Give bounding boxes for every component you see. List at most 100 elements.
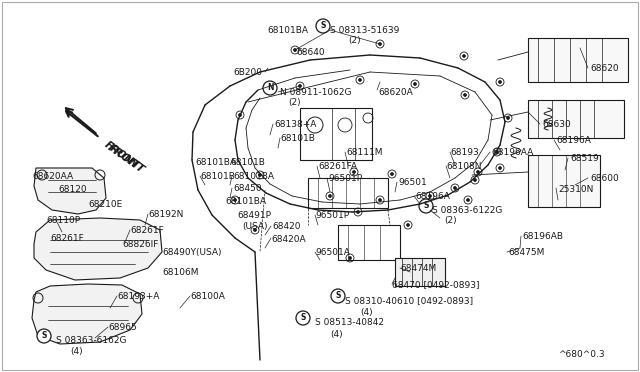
Text: 68193: 68193: [450, 148, 479, 157]
Text: 68196A: 68196A: [556, 136, 591, 145]
Circle shape: [234, 199, 237, 202]
Text: S: S: [320, 22, 326, 31]
Text: 68101BA: 68101BA: [225, 197, 266, 206]
Text: S 08363-6122G: S 08363-6122G: [432, 206, 502, 215]
Text: 68101BA: 68101BA: [195, 158, 236, 167]
Text: 68196AB: 68196AB: [522, 232, 563, 241]
Circle shape: [463, 55, 465, 58]
Text: 68111M: 68111M: [346, 148, 383, 157]
Text: 68490Y(USA): 68490Y(USA): [162, 248, 221, 257]
Circle shape: [263, 81, 277, 95]
Text: (USA): (USA): [242, 222, 268, 231]
Text: 68261FA: 68261FA: [318, 162, 357, 171]
Circle shape: [474, 179, 477, 182]
Circle shape: [358, 78, 362, 81]
Text: 68101B: 68101B: [230, 158, 265, 167]
Circle shape: [419, 199, 433, 213]
Text: 68101B: 68101B: [280, 134, 315, 143]
Circle shape: [349, 257, 351, 260]
Circle shape: [390, 173, 394, 176]
Circle shape: [353, 170, 355, 173]
Text: 68640: 68640: [296, 48, 324, 57]
Bar: [528, 100, 624, 138]
Text: S 08313-51639: S 08313-51639: [330, 26, 399, 35]
Text: 68196A: 68196A: [415, 192, 450, 201]
Text: 68193+A: 68193+A: [117, 292, 159, 301]
Circle shape: [356, 211, 360, 214]
Text: 68101B: 68101B: [200, 172, 235, 181]
Bar: [528, 155, 600, 207]
Text: 68196AA: 68196AA: [492, 148, 533, 157]
Text: 68470 [0492-0893]: 68470 [0492-0893]: [392, 280, 479, 289]
Polygon shape: [34, 168, 106, 214]
Text: 68620AA: 68620AA: [32, 172, 73, 181]
Text: 96501P: 96501P: [315, 211, 349, 220]
Text: 68192N: 68192N: [148, 210, 184, 219]
Text: 68108N: 68108N: [446, 162, 481, 171]
Circle shape: [477, 170, 479, 173]
Text: (2): (2): [348, 36, 360, 45]
Circle shape: [495, 151, 499, 154]
Bar: [308, 178, 388, 208]
Polygon shape: [34, 218, 162, 280]
Text: 68491P: 68491P: [237, 211, 271, 220]
Text: 68420A: 68420A: [271, 235, 306, 244]
Text: 68138+A: 68138+A: [274, 120, 316, 129]
Circle shape: [294, 48, 296, 51]
Text: 96501A: 96501A: [315, 248, 350, 257]
Circle shape: [499, 167, 502, 170]
Text: S: S: [335, 292, 340, 301]
Circle shape: [378, 42, 381, 45]
Text: 68630: 68630: [542, 120, 571, 129]
Bar: [338, 225, 400, 260]
Text: (4): (4): [70, 347, 83, 356]
Text: (4): (4): [330, 330, 342, 339]
Circle shape: [239, 113, 241, 116]
Text: 68261F: 68261F: [130, 226, 164, 235]
Text: 68965: 68965: [108, 323, 137, 332]
Text: S 08513-40842: S 08513-40842: [315, 318, 384, 327]
Text: 25310N: 25310N: [558, 185, 593, 194]
Text: 68519: 68519: [570, 154, 599, 163]
Circle shape: [328, 195, 332, 198]
Text: 96501P: 96501P: [328, 174, 362, 183]
Circle shape: [499, 80, 502, 83]
Polygon shape: [32, 284, 142, 344]
Text: 68475M: 68475M: [508, 248, 545, 257]
Circle shape: [378, 199, 381, 202]
Text: 68100A: 68100A: [190, 292, 225, 301]
Circle shape: [259, 173, 262, 176]
Text: 68120: 68120: [58, 185, 86, 194]
Circle shape: [296, 311, 310, 325]
Circle shape: [298, 84, 301, 87]
Text: ^680^0.3: ^680^0.3: [558, 350, 605, 359]
Circle shape: [413, 83, 417, 86]
Text: 68261F: 68261F: [50, 234, 84, 243]
Text: 68474M: 68474M: [400, 264, 436, 273]
Circle shape: [463, 93, 467, 96]
Text: 68826IF: 68826IF: [122, 240, 158, 249]
Text: N 08911-1062G: N 08911-1062G: [280, 88, 351, 97]
Text: 96501: 96501: [398, 178, 427, 187]
Text: 68210E: 68210E: [88, 200, 122, 209]
Text: 68450: 68450: [233, 184, 262, 193]
Text: 68106M: 68106M: [162, 268, 198, 277]
Bar: [300, 108, 372, 160]
Text: 6B200: 6B200: [233, 68, 262, 77]
Text: (2): (2): [444, 216, 456, 225]
Text: S: S: [42, 331, 47, 340]
Circle shape: [429, 195, 431, 198]
Text: N: N: [267, 83, 273, 93]
Text: 68101BA: 68101BA: [233, 172, 274, 181]
Text: FRONT: FRONT: [106, 142, 147, 174]
Circle shape: [406, 224, 410, 227]
Text: S: S: [423, 202, 429, 211]
Text: S: S: [300, 314, 306, 323]
Text: FRONT: FRONT: [103, 140, 141, 171]
Text: 68620: 68620: [590, 64, 619, 73]
Circle shape: [316, 19, 330, 33]
Text: (4): (4): [360, 308, 372, 317]
Circle shape: [37, 329, 51, 343]
Circle shape: [331, 289, 345, 303]
Circle shape: [454, 186, 456, 189]
